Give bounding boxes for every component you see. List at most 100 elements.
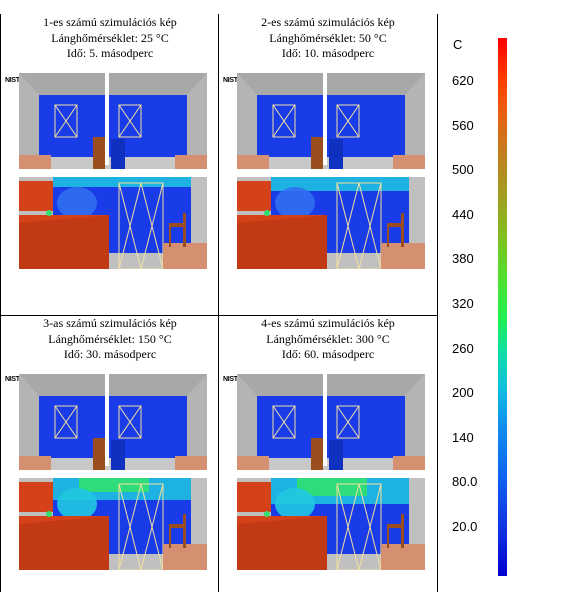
right-shelf <box>393 456 425 470</box>
chair-leg <box>387 227 389 247</box>
right-wall <box>405 73 425 165</box>
legend-tick-label: 380 <box>452 251 474 267</box>
legend-tick-label: 260 <box>452 340 474 356</box>
nist-logo: NIST <box>5 77 20 84</box>
glass-door-line <box>140 483 164 570</box>
window-cross <box>54 104 78 138</box>
upper-left-cabinet <box>237 181 271 211</box>
flame-source <box>264 210 270 216</box>
flame-source <box>264 511 270 517</box>
panel-2: 2-es számú szimulációs kép Lánghőmérsékl… <box>219 15 437 305</box>
divider-vertical-left <box>0 14 1 592</box>
ceiling <box>237 374 425 396</box>
window <box>336 405 360 439</box>
window-cross <box>272 405 296 439</box>
flame-source <box>46 511 52 517</box>
left-wall <box>237 73 257 165</box>
chair-back <box>401 213 404 247</box>
chair-seat <box>387 223 403 227</box>
right-wall <box>187 73 207 165</box>
legend-tick-label: 620 <box>452 73 474 88</box>
panel-1: 1-es számú szimulációs kép Lánghőmérsékl… <box>1 15 219 305</box>
panel-time: Idő: 10. másodperc <box>281 46 375 60</box>
center-post <box>105 374 109 466</box>
door <box>93 137 105 169</box>
upper-left-cabinet <box>19 482 53 512</box>
temperature-color-scale <box>498 38 507 576</box>
right-wall <box>187 374 207 466</box>
left-wall <box>19 73 39 165</box>
right-shelf <box>175 155 207 169</box>
window-cross <box>336 104 360 138</box>
window-cross <box>272 104 296 138</box>
chair-leg <box>387 528 389 548</box>
window-cross <box>336 405 360 439</box>
floor-divider <box>19 470 207 478</box>
sofa-front <box>19 215 109 269</box>
legend-tick-label: 80.0 <box>452 474 478 490</box>
floor-divider <box>237 470 425 478</box>
window <box>54 104 78 138</box>
plume <box>275 187 315 219</box>
panel-title: 2-es számú szimulációs kép <box>261 15 395 29</box>
legend-tick-label: 20.0 <box>452 519 478 534</box>
sofa-front <box>19 516 109 570</box>
floor <box>163 544 207 570</box>
door-panel <box>111 440 125 470</box>
flame-source <box>46 210 52 216</box>
legend-unit: C <box>453 37 463 52</box>
glass-door-line <box>140 182 164 269</box>
door <box>311 137 323 169</box>
hot-gas-zone <box>79 478 149 492</box>
window <box>336 104 360 138</box>
chair-seat <box>169 223 185 227</box>
window <box>54 405 78 439</box>
simulation-scene <box>19 73 207 269</box>
chair-back <box>401 514 404 548</box>
upper-left-cabinet <box>19 181 53 211</box>
window <box>272 104 296 138</box>
window-cross <box>118 104 142 138</box>
sofa-front <box>237 516 327 570</box>
panel-title: 4-es számú szimulációs kép <box>261 316 395 330</box>
floor-divider <box>19 169 207 177</box>
plume <box>57 488 97 520</box>
glass-door-line <box>118 182 142 269</box>
window-cross <box>54 405 78 439</box>
plume <box>57 187 97 219</box>
simulation-scene <box>237 73 425 269</box>
door-panel <box>329 139 343 169</box>
divider-horizontal <box>0 315 438 316</box>
smoke-layer <box>53 177 191 187</box>
chair-leg <box>169 227 171 247</box>
chair-back <box>183 213 186 247</box>
door <box>93 438 105 470</box>
chair-back <box>183 514 186 548</box>
glass-door-line <box>336 182 360 269</box>
center-post <box>105 73 109 165</box>
chair-leg <box>169 528 171 548</box>
center-post <box>323 374 327 466</box>
window-cross <box>118 405 142 439</box>
left-wall <box>19 374 39 466</box>
panel-title: 1-es számú szimulációs kép <box>43 15 177 29</box>
panel-flame-temperature: Lánghőmérséklet: 150 °C <box>48 332 172 346</box>
door <box>311 438 323 470</box>
ceiling <box>19 374 207 396</box>
panel-4: 4-es számú szimulációs kép Lánghőmérsékl… <box>219 316 437 606</box>
simulation-scene <box>237 374 425 570</box>
center-post <box>323 73 327 165</box>
left-shelf <box>237 456 269 470</box>
left-wall <box>237 374 257 466</box>
nist-logo: NIST <box>5 376 20 383</box>
panel-3: 3-as számú szimulációs kép Lánghőmérsékl… <box>1 316 219 606</box>
divider-vertical-right <box>437 14 438 592</box>
door-panel <box>329 440 343 470</box>
glass-door-line <box>358 483 382 570</box>
upper-left-cabinet <box>237 482 271 512</box>
right-shelf <box>175 456 207 470</box>
door-panel <box>111 139 125 169</box>
simulation-scene <box>19 374 207 570</box>
panel-time: Idő: 30. másodperc <box>63 347 157 361</box>
hot-gas-zone <box>297 478 367 496</box>
